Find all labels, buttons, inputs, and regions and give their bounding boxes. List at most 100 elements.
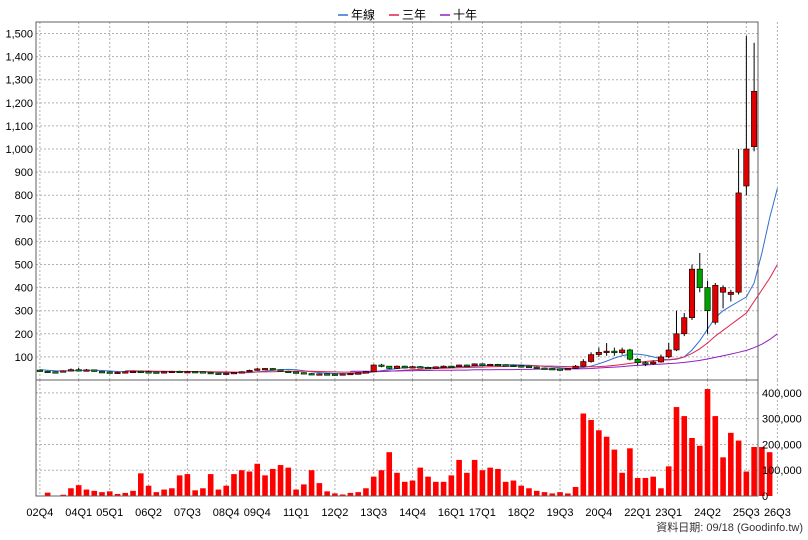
x-tick-label: 22Q1 — [624, 507, 651, 519]
volume-bar — [308, 470, 315, 496]
volume-bar — [347, 492, 354, 496]
price-tick-label: 200 — [15, 329, 33, 341]
candle — [743, 35, 750, 196]
volume-bar — [704, 389, 711, 496]
candle — [735, 149, 742, 295]
candle — [145, 371, 152, 374]
volume-bar — [689, 438, 695, 496]
candle — [207, 371, 214, 375]
volume-bar — [409, 480, 416, 496]
candle — [386, 365, 393, 369]
volume-bar — [200, 488, 206, 496]
candle — [518, 365, 525, 368]
candle — [681, 313, 688, 337]
candle — [192, 371, 199, 374]
candle — [751, 42, 758, 152]
volume-bar — [184, 474, 191, 496]
legend-label-2: 十年 — [453, 8, 477, 22]
price-tick-label: 100 — [15, 352, 33, 364]
legend-label-1: 三年 — [402, 8, 426, 22]
candle — [130, 370, 137, 374]
candle — [564, 367, 571, 371]
price-tick-label: 1,400 — [5, 52, 33, 64]
candle — [696, 252, 703, 293]
volume-bar — [533, 490, 540, 496]
x-tick-label: 23Q1 — [655, 507, 682, 519]
candle — [533, 366, 540, 369]
volume-bar — [487, 467, 493, 496]
volume-bar — [557, 492, 563, 496]
candle — [362, 371, 369, 374]
candle — [137, 370, 144, 374]
candle — [595, 347, 602, 357]
price-y-axis: 100 200 300 400 500 600 700 800 900 1,000 1,100 1,2… — [5, 29, 33, 364]
volume-bar — [650, 476, 656, 496]
candle — [425, 366, 432, 370]
candle — [308, 373, 315, 376]
candle — [176, 370, 183, 374]
legend-label-0: 年線 — [351, 7, 375, 22]
candle — [650, 360, 657, 365]
volume-tick-label: 300,000 — [762, 414, 802, 426]
candle — [393, 365, 401, 370]
candle — [463, 364, 470, 367]
volume-bar — [751, 447, 757, 496]
x-tick-label: 12Q2 — [321, 507, 348, 519]
candle — [502, 364, 509, 367]
volume-bar — [285, 467, 292, 496]
candle — [238, 371, 245, 374]
volume-bar — [541, 492, 548, 496]
candle — [580, 359, 587, 367]
candle — [339, 373, 346, 376]
volume-bar — [161, 489, 167, 496]
volume-bar — [153, 492, 160, 496]
volume-bar — [634, 477, 641, 496]
volume-bar — [339, 494, 346, 496]
volume-bar — [176, 475, 183, 496]
volume-bar — [611, 449, 618, 496]
candle — [487, 363, 494, 367]
volume-bar — [223, 485, 229, 496]
price-tick-label: 500 — [15, 260, 33, 272]
volume-bar — [728, 432, 734, 496]
volume-bar — [277, 465, 284, 496]
volume-bar — [464, 472, 470, 496]
price-panel: 100 200 300 400 500 600 700 800 900 1,000 1,100 1,2… — [5, 21, 778, 381]
candle — [541, 367, 548, 370]
volume-bar — [370, 476, 377, 496]
candle — [626, 348, 633, 361]
volume-bar — [207, 474, 214, 496]
volume-bar — [603, 436, 610, 496]
x-tick-label: 08Q4 — [213, 507, 240, 519]
candle — [91, 369, 98, 372]
candle — [161, 371, 168, 374]
x-tick-label: 24Q2 — [694, 507, 721, 519]
volume-bar — [355, 492, 361, 496]
volume-panel: 0 100,000 200,000 300,000 400,000 — [35, 379, 802, 503]
volume-bar — [231, 474, 237, 496]
candle — [199, 371, 206, 374]
volume-bar — [471, 459, 478, 496]
candle — [269, 368, 276, 371]
volume-bar — [44, 492, 51, 496]
candle — [122, 371, 129, 374]
volume-bar — [68, 488, 74, 496]
volume-bar — [122, 492, 129, 496]
candle — [44, 370, 51, 374]
volume-bar — [138, 473, 144, 496]
x-tick-label: 09Q4 — [244, 507, 271, 519]
x-tick-label: 20Q4 — [585, 507, 612, 519]
price-tick-label: 800 — [15, 190, 33, 202]
volume-bars — [44, 389, 773, 496]
volume-bar — [743, 471, 750, 496]
volume-bar — [440, 481, 447, 496]
x-tick-label: 11Q1 — [283, 507, 309, 519]
volume-bar — [417, 467, 424, 496]
candle — [712, 282, 719, 325]
price-tick-label: 1,500 — [5, 29, 33, 41]
volume-bar — [215, 489, 222, 496]
candle — [300, 372, 307, 375]
candle — [417, 366, 424, 369]
candle — [316, 373, 323, 376]
